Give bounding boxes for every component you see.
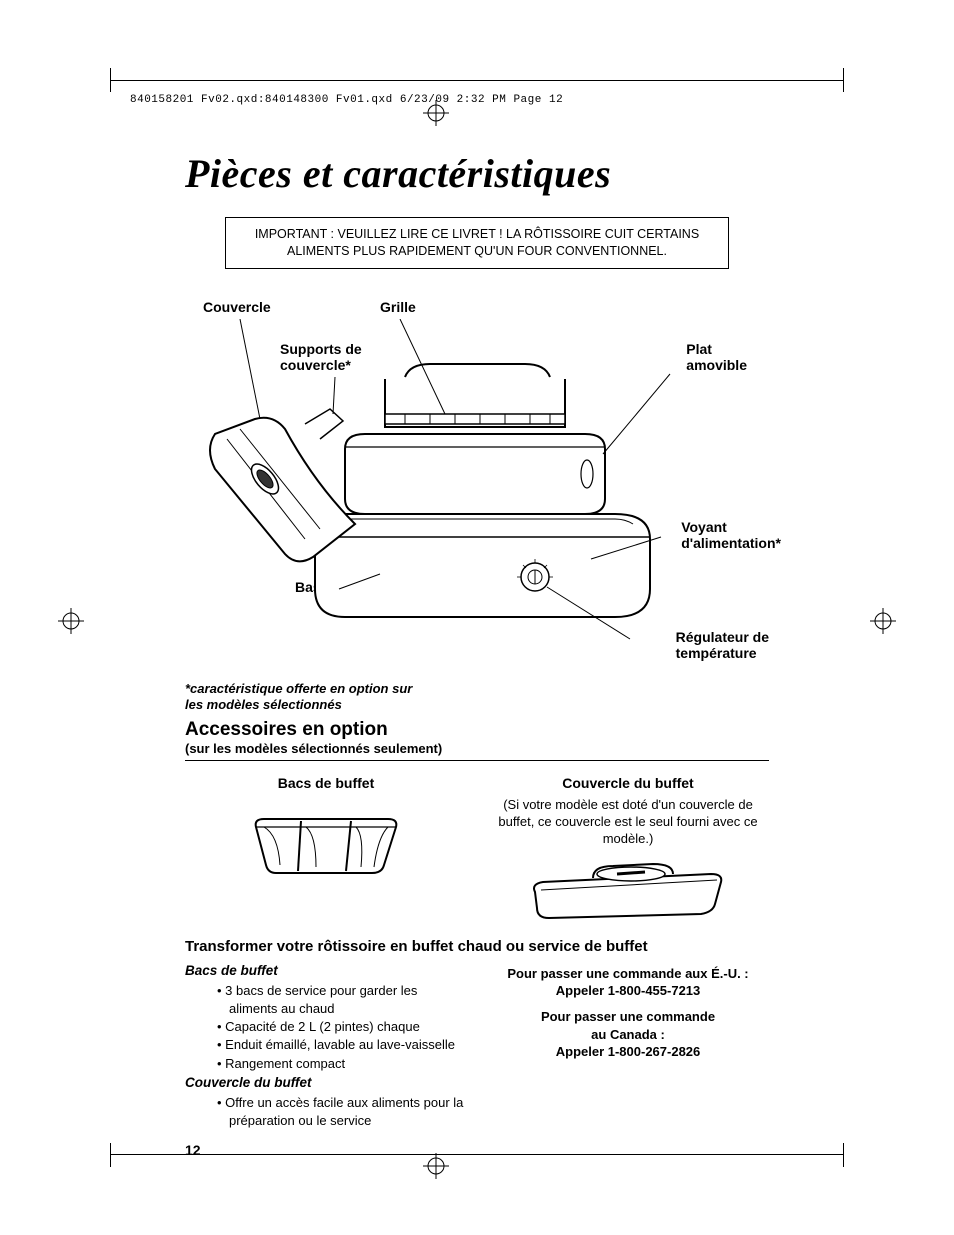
list-item: Enduit émaillé, lavable au lave-vaissell… bbox=[217, 1036, 467, 1054]
buffet-pans-icon bbox=[185, 797, 467, 882]
list-item: 3 bacs de service pour garder les alimen… bbox=[217, 982, 467, 1018]
order-text: Appeler 1-800-267-2826 bbox=[556, 1044, 701, 1059]
roaster-diagram-icon bbox=[185, 319, 769, 679]
list-item: Offre un accès facile aux aliments pour … bbox=[217, 1094, 467, 1130]
order-text: Pour passer une commande bbox=[541, 1009, 715, 1024]
registration-mark-icon bbox=[58, 608, 84, 634]
crop-mark bbox=[110, 1143, 111, 1167]
transform-heading: Transformer votre rôtissoire en buffet c… bbox=[185, 938, 769, 955]
order-us: Pour passer une commande aux É.-U. : App… bbox=[487, 965, 769, 1000]
list-item: Capacité de 2 L (2 pintes) chaque bbox=[217, 1018, 467, 1036]
accessories-heading: Accessoires en option bbox=[185, 719, 769, 741]
order-text: Appeler 1-800-455-7213 bbox=[556, 983, 701, 998]
footnote-line: les modèles sélectionnés bbox=[185, 697, 342, 712]
crop-mark bbox=[843, 68, 844, 92]
crop-mark bbox=[843, 1143, 844, 1167]
product-diagram: Couvercle Grille Supports de couvercle* … bbox=[185, 299, 769, 699]
print-header: 840158201 Fv02.qxd:840148300 Fv01.qxd 6/… bbox=[130, 94, 563, 106]
page-title: Pièces et caractéristiques bbox=[185, 150, 769, 197]
crop-mark bbox=[110, 68, 111, 92]
couvercle-feature-list: Offre un accès facile aux aliments pour … bbox=[185, 1094, 467, 1130]
important-notice: IMPORTANT : VEUILLEZ LIRE CE LIVRET ! LA… bbox=[225, 217, 729, 269]
registration-mark-icon bbox=[870, 608, 896, 634]
list-item: Rangement compact bbox=[217, 1055, 467, 1073]
order-text: Pour passer une commande aux É.-U. : bbox=[507, 966, 748, 981]
bacs-title: Bacs de buffet bbox=[185, 775, 467, 791]
couvercle-subheading: Couvercle du buffet bbox=[185, 1075, 467, 1090]
order-text: au Canada : bbox=[591, 1027, 665, 1042]
buffet-lid-icon bbox=[487, 854, 769, 924]
registration-mark-icon bbox=[423, 100, 449, 126]
couvercle-buffet-title: Couvercle du buffet bbox=[487, 775, 769, 791]
accessories-subheading: (sur les modèles sélectionnés seulement) bbox=[185, 741, 769, 756]
couvercle-buffet-note: (Si votre modèle est doté d'un couvercle… bbox=[487, 797, 769, 848]
bacs-feature-list: 3 bacs de service pour garder les alimen… bbox=[185, 982, 467, 1073]
page-number: 12 bbox=[185, 1142, 769, 1158]
label-grille: Grille bbox=[380, 299, 416, 315]
label-couvercle: Couvercle bbox=[203, 299, 271, 315]
order-ca: Pour passer une commande au Canada : App… bbox=[487, 1008, 769, 1061]
section-rule bbox=[185, 760, 769, 761]
crop-mark bbox=[110, 80, 844, 81]
bacs-subheading: Bacs de buffet bbox=[185, 963, 467, 978]
